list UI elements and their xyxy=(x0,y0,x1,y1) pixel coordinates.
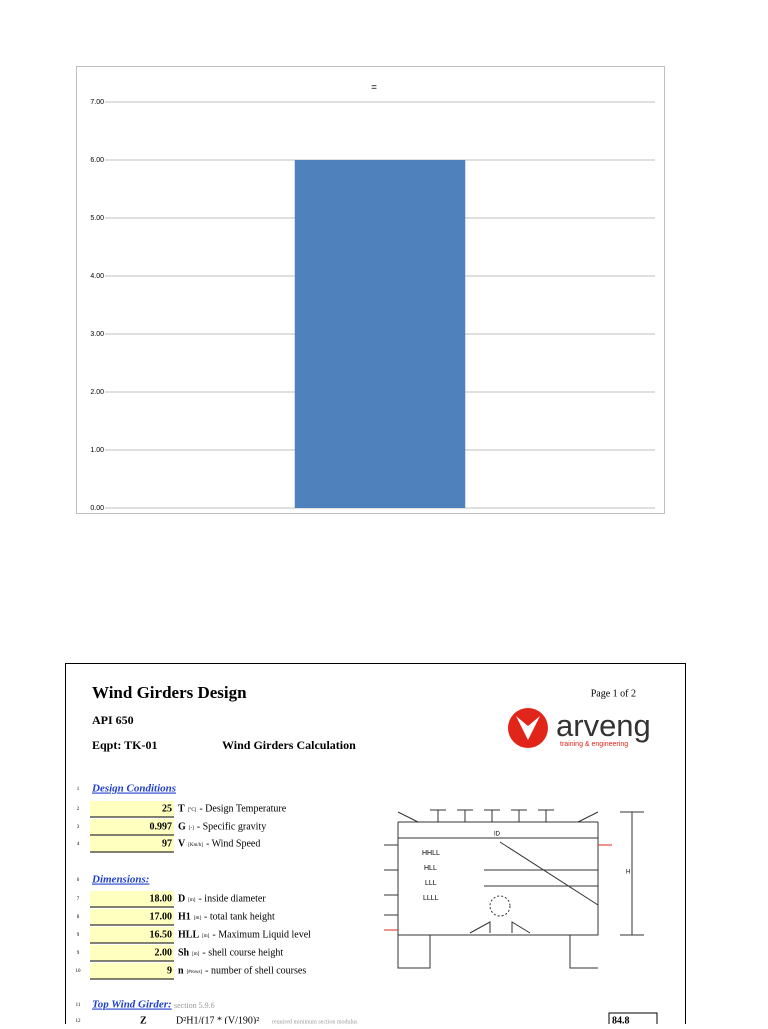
y-tick-label: 0.00 xyxy=(90,505,104,512)
row-unit: [-] xyxy=(189,826,194,831)
level-lines xyxy=(484,841,599,906)
tank-roof xyxy=(397,811,599,823)
row-number: 2 xyxy=(77,807,80,812)
chart-title: = xyxy=(371,83,377,94)
y-tick-label: 2.00 xyxy=(90,389,104,396)
result-value: 84.8 xyxy=(612,1015,630,1024)
row-number: 7 xyxy=(77,897,80,902)
row-symbol: V xyxy=(178,838,186,849)
y-tick-label: 1.00 xyxy=(90,447,104,454)
section-heading: Dimensions: xyxy=(91,874,149,886)
y-tick-label: 5.00 xyxy=(90,215,104,222)
input-cell xyxy=(90,819,174,835)
input-cell xyxy=(90,945,174,961)
tank-left xyxy=(397,822,431,969)
subtitle: Wind Girders Calculation xyxy=(222,738,356,752)
row-symbol: T xyxy=(178,803,185,814)
nozzles xyxy=(384,844,612,931)
row-unit: [m] xyxy=(202,934,210,939)
input-value: 2.00 xyxy=(155,947,173,958)
input-value: 17.00 xyxy=(150,911,173,922)
diagram-label: HHLL xyxy=(422,850,440,857)
row-number: 4 xyxy=(77,842,80,847)
input-cell xyxy=(90,927,174,943)
row-number: 8 xyxy=(77,915,80,920)
input-cell xyxy=(90,963,174,979)
row-note: required minimum section modulus xyxy=(272,1019,358,1024)
row-desc: - total tank height xyxy=(204,911,275,922)
input-cell xyxy=(90,909,174,925)
row-number: 12 xyxy=(76,1019,82,1024)
row-number: 9 xyxy=(77,951,80,956)
wind-girders-left xyxy=(384,844,398,916)
doc-title: Wind Girders Design xyxy=(92,683,247,702)
row-unit: [#rows] xyxy=(187,970,203,975)
roof-girders xyxy=(430,809,554,822)
input-cell xyxy=(90,891,174,907)
row-desc: - number of shell courses xyxy=(205,965,306,976)
row-number: 3 xyxy=(77,825,80,830)
row-symbol: Z xyxy=(140,1015,147,1024)
y-tick-label: 6.00 xyxy=(90,157,104,164)
row-number: 6 xyxy=(77,878,80,883)
input-cell xyxy=(90,801,174,817)
logo-tagline: training & engineering xyxy=(560,741,628,748)
row-desc: - shell course height xyxy=(202,947,283,958)
row-symbol: D xyxy=(178,893,185,904)
row-desc: - Specific gravity xyxy=(197,821,266,832)
section-heading: Top Wind Girder: xyxy=(92,999,172,1011)
section-note: section 5.9.6 xyxy=(174,1001,215,1010)
input-value: 18.00 xyxy=(150,893,173,904)
input-value: 97 xyxy=(162,838,172,849)
row-desc: - Wind Speed xyxy=(206,838,260,849)
tank-diagram xyxy=(384,809,644,969)
y-tick-label: 7.00 xyxy=(90,99,104,106)
row-number: 9 xyxy=(77,933,80,938)
row-desc: - Maximum Liquid level xyxy=(212,929,311,940)
row-symbol: HLL xyxy=(178,929,199,940)
row-number: 11 xyxy=(76,1003,81,1008)
y-tick-label: 3.00 xyxy=(90,331,104,338)
input-value: 16.50 xyxy=(150,929,173,940)
manhole xyxy=(489,895,511,917)
equipment: Eqpt: TK-01 xyxy=(92,738,157,752)
h-dim xyxy=(620,811,644,936)
page-number: Page 1 of 2 xyxy=(591,688,636,699)
row-number: 10 xyxy=(76,969,82,974)
row-desc: - inside diameter xyxy=(198,893,266,904)
input-cell xyxy=(90,836,174,852)
section-heading: Design Conditions xyxy=(91,783,176,795)
diagram-label: HLL xyxy=(424,865,437,872)
row-unit: [Km/h] xyxy=(188,843,203,848)
row-unit: [m] xyxy=(188,898,196,903)
row-unit: [°C] xyxy=(188,808,197,813)
row-unit: [m] xyxy=(192,952,200,957)
row-symbol: Sh xyxy=(178,947,190,958)
input-value: 25 xyxy=(162,803,172,814)
standard: API 650 xyxy=(92,713,134,727)
diagram-label: LLL xyxy=(425,880,437,887)
diagram-label: H xyxy=(626,870,630,876)
logo: arveng training & engineering xyxy=(508,708,651,748)
row-formula: D²H1/(17 * (V/190)² xyxy=(176,1015,259,1024)
supports xyxy=(469,921,531,934)
bar xyxy=(294,160,466,508)
diagram-label: ID xyxy=(494,832,501,838)
row-symbol: H1 xyxy=(178,911,191,922)
row-symbol: G xyxy=(178,821,186,832)
logo-cut xyxy=(516,716,540,740)
input-value: 0.997 xyxy=(150,821,173,832)
row-desc: - Design Temperature xyxy=(199,803,286,814)
y-tick-label: 4.00 xyxy=(90,273,104,280)
row-number: 1 xyxy=(77,787,80,792)
logo-name: arveng xyxy=(556,708,651,743)
row-unit: [m] xyxy=(194,916,202,921)
diagram-label: LLLL xyxy=(423,895,439,902)
input-value: 9 xyxy=(167,965,172,976)
row-symbol: n xyxy=(178,965,184,976)
